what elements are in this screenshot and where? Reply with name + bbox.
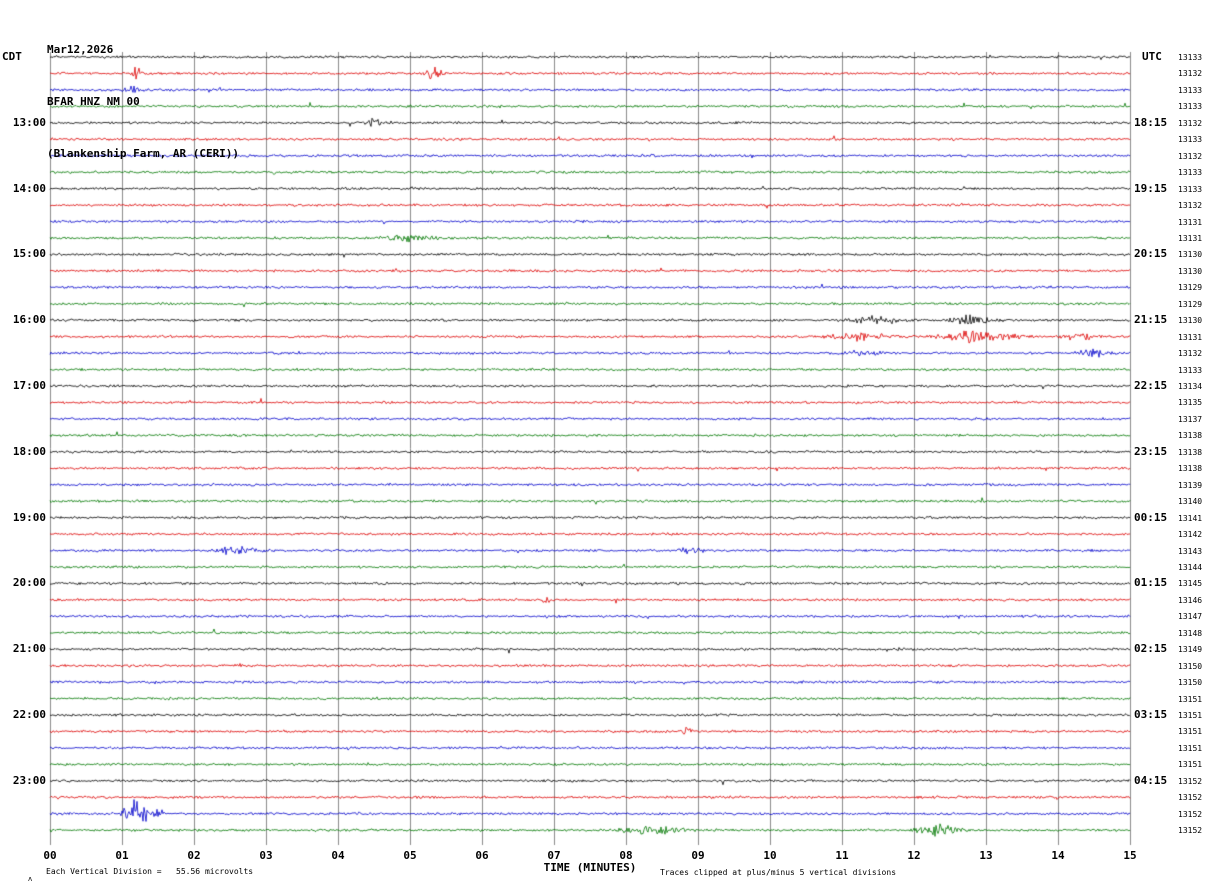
trace-count-label: 13137	[1178, 414, 1203, 424]
trace-count-label: 13131	[1178, 332, 1203, 342]
trace-count-label: 13133	[1178, 102, 1203, 112]
trace-count-label: 13152	[1178, 809, 1203, 819]
x-tick-label: 08	[619, 849, 633, 862]
utc-hour-label: 22:15	[1134, 379, 1168, 392]
trace-count-label: 13140	[1178, 497, 1203, 507]
title-station-name: (Blankenship Farm, AR (CERI))	[47, 147, 240, 160]
x-tick-label: 15	[1123, 849, 1137, 862]
trace-count-label: 13152	[1178, 793, 1203, 803]
utc-hour-label: 23:15	[1134, 444, 1168, 458]
trace-count-label: 13133	[1178, 168, 1203, 178]
right-timezone-label: UTC	[1142, 50, 1162, 63]
x-tick-label: 02	[187, 849, 201, 862]
utc-hour-label: 03:15	[1134, 708, 1168, 721]
trace-count-label: 13132	[1178, 118, 1203, 128]
cdt-hour-label: 19:00	[12, 510, 46, 524]
cdt-hour-label: 16:00	[12, 313, 46, 327]
trace-count-label: 13151	[1178, 694, 1203, 704]
trace-count-label: 13134	[1178, 382, 1203, 391]
trace-count-label: 13129	[1178, 283, 1203, 293]
cdt-hour-label: 21:00	[12, 642, 46, 656]
trace-count-label: 13141	[1178, 513, 1203, 523]
trace-count-label: 13147	[1178, 612, 1203, 622]
trace-count-label: 13143	[1178, 546, 1203, 556]
cdt-hour-label: 17:00	[12, 379, 46, 392]
utc-hour-label: 19:15	[1134, 181, 1168, 195]
trace-count-label: 13130	[1178, 266, 1203, 276]
utc-hour-label: 00:15	[1134, 510, 1168, 524]
trace-count-label: 13142	[1178, 530, 1203, 540]
trace-count-label: 13132	[1178, 151, 1203, 161]
title-date: Mar12,2026	[47, 43, 114, 56]
cdt-hour-label: 22:00	[12, 708, 46, 721]
x-tick-label: 05	[403, 849, 417, 862]
trace-count-label: 13133	[1178, 184, 1203, 194]
trace-count-label: 13145	[1178, 579, 1203, 589]
trace-count-label: 13149	[1178, 645, 1203, 655]
x-tick-label: 01	[115, 849, 129, 862]
x-tick-label: 12	[907, 849, 921, 862]
left-timezone-label: CDT	[2, 50, 22, 63]
cdt-hour-label: 20:00	[12, 576, 46, 590]
x-tick-label: 07	[547, 849, 561, 862]
trace-count-label: 13139	[1178, 480, 1203, 490]
x-tick-label: 14	[1051, 849, 1065, 862]
x-tick-label: 04	[331, 849, 345, 862]
title-station-code: BFAR HNZ NM 00	[47, 95, 140, 108]
x-tick-label: 06	[475, 849, 489, 862]
x-tick-label: 00	[43, 849, 57, 862]
trace-count-label: 13135	[1178, 398, 1203, 408]
x-tick-label: 03	[259, 849, 273, 862]
trace-count-label: 13151	[1178, 760, 1203, 770]
trace-count-label: 13130	[1178, 250, 1203, 260]
trace-count-label: 13152	[1178, 776, 1203, 786]
trace-count-label: 13131	[1178, 217, 1203, 227]
x-axis-title: TIME (MINUTES)	[543, 861, 637, 874]
utc-hour-label: 01:15	[1134, 576, 1168, 590]
cdt-hour-label: 15:00	[12, 247, 46, 261]
trace-count-label: 13133	[1178, 135, 1203, 145]
x-tick-label: 09	[691, 849, 705, 862]
trace-count-label: 13150	[1178, 661, 1203, 671]
utc-hour-label: 18:15	[1134, 115, 1168, 129]
x-tick-label: 10	[763, 849, 777, 862]
trace-count-label: 13133	[1178, 53, 1203, 62]
cdt-hour-label: 23:00	[12, 773, 46, 787]
scale-footnote: Each Vertical Division = 55.56 microvolt…	[46, 867, 254, 876]
trace-count-label: 13131	[1178, 233, 1203, 243]
cdt-hour-label: 13:00	[12, 115, 46, 129]
cdt-hour-label: 18:00	[12, 444, 46, 458]
utc-hour-label: 02:15	[1134, 642, 1168, 656]
cdt-hour-label: 14:00	[12, 181, 46, 195]
scale-marker-icon: ʌ	[28, 875, 33, 883]
trace-count-label: 13138	[1178, 464, 1203, 474]
clip-footnote: Traces clipped at plus/minus 5 vertical …	[660, 868, 897, 877]
trace-count-label: 13151	[1178, 711, 1203, 720]
trace-count-label: 13144	[1178, 562, 1203, 572]
utc-hour-label: 04:15	[1134, 773, 1168, 787]
trace-count-label: 13146	[1178, 595, 1203, 605]
trace-count-label: 13129	[1178, 299, 1203, 309]
trace-count-label: 13138	[1178, 431, 1203, 441]
x-tick-label: 13	[979, 849, 993, 862]
trace-count-label: 13132	[1178, 349, 1203, 359]
trace-count-label: 13150	[1178, 678, 1203, 688]
utc-hour-label: 21:15	[1134, 313, 1168, 327]
plot-title: Mar12,2026 BFAR HNZ NM 00 (Blankenship F…	[47, 5, 239, 199]
trace-count-label: 13152	[1178, 826, 1203, 836]
trace-count-label: 13148	[1178, 628, 1203, 638]
x-tick-label: 11	[835, 849, 849, 862]
trace-count-label: 13133	[1178, 85, 1203, 95]
utc-hour-label: 20:15	[1134, 247, 1168, 261]
trace-count-label: 13138	[1178, 447, 1203, 457]
trace-count-label: 13151	[1178, 743, 1203, 753]
trace-count-label: 13130	[1178, 316, 1203, 326]
trace-count-label: 13151	[1178, 727, 1203, 737]
trace-count-label: 13133	[1178, 365, 1203, 375]
trace-count-label: 13132	[1178, 69, 1203, 79]
trace-count-label: 13132	[1178, 201, 1203, 211]
